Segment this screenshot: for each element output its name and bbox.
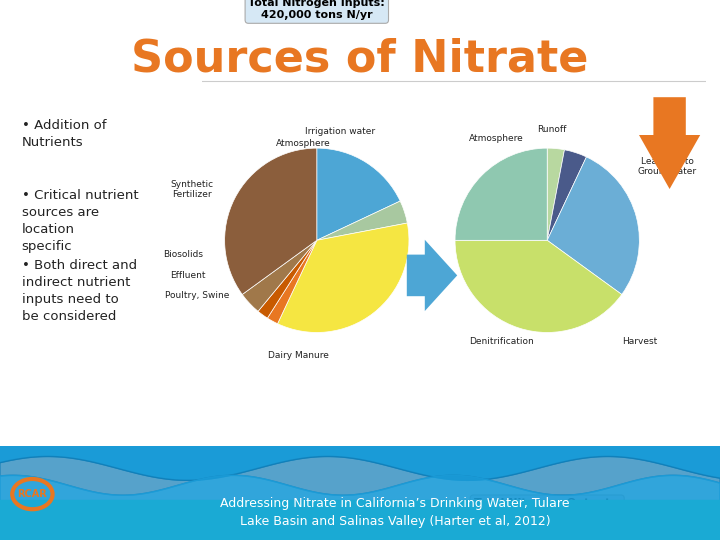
Text: Poultry, Swine: Poultry, Swine xyxy=(165,291,229,300)
Text: Runoff: Runoff xyxy=(537,125,567,134)
Text: • Addition of
Nutrients: • Addition of Nutrients xyxy=(22,119,106,149)
Wedge shape xyxy=(267,240,317,323)
Wedge shape xyxy=(278,223,409,333)
Text: Synthetic
Fertilizer: Synthetic Fertilizer xyxy=(171,180,214,199)
Text: Harvest: Harvest xyxy=(622,337,657,346)
Text: Biosolids: Biosolids xyxy=(163,249,203,259)
FancyArrow shape xyxy=(639,97,701,189)
Text: RCAR: RCAR xyxy=(17,489,48,499)
Text: Sources of Nitrate: Sources of Nitrate xyxy=(131,38,589,81)
Text: • Critical nutrient
sources are
location
specific: • Critical nutrient sources are location… xyxy=(22,189,138,253)
Wedge shape xyxy=(317,148,400,240)
Text: Leaching to
Groundwater: Leaching to Groundwater xyxy=(637,157,696,176)
Wedge shape xyxy=(547,148,564,240)
Text: Atmosphere: Atmosphere xyxy=(276,139,330,148)
Text: Addressing Nitrate in California’s Drinking Water, Tulare
Lake Basin and Salinas: Addressing Nitrate in California’s Drink… xyxy=(220,497,570,528)
Text: Atmosphere: Atmosphere xyxy=(469,134,524,144)
Text: Effluent: Effluent xyxy=(170,271,205,280)
FancyArrow shape xyxy=(407,240,457,311)
Wedge shape xyxy=(547,150,586,240)
Text: Irrigation water: Irrigation water xyxy=(305,127,375,136)
Text: Dairy Manure: Dairy Manure xyxy=(268,351,329,360)
Text: Denitrification: Denitrification xyxy=(469,337,534,346)
Text: • Both direct and
indirect nutrient
inputs need to
be considered: • Both direct and indirect nutrient inpu… xyxy=(22,259,137,323)
Wedge shape xyxy=(547,157,639,294)
Wedge shape xyxy=(225,148,317,294)
Wedge shape xyxy=(317,201,408,240)
Wedge shape xyxy=(455,148,547,240)
Text: Total Nitrogen Inputs:
420,000 tons N/yr: Total Nitrogen Inputs: 420,000 tons N/yr xyxy=(248,0,385,20)
Wedge shape xyxy=(455,240,622,333)
Wedge shape xyxy=(258,240,317,318)
Wedge shape xyxy=(242,240,317,312)
Text: Total Nitrogen Outputs:
420,000 tons N/yr: Total Nitrogen Outputs: 420,000 tons N/y… xyxy=(474,498,621,520)
